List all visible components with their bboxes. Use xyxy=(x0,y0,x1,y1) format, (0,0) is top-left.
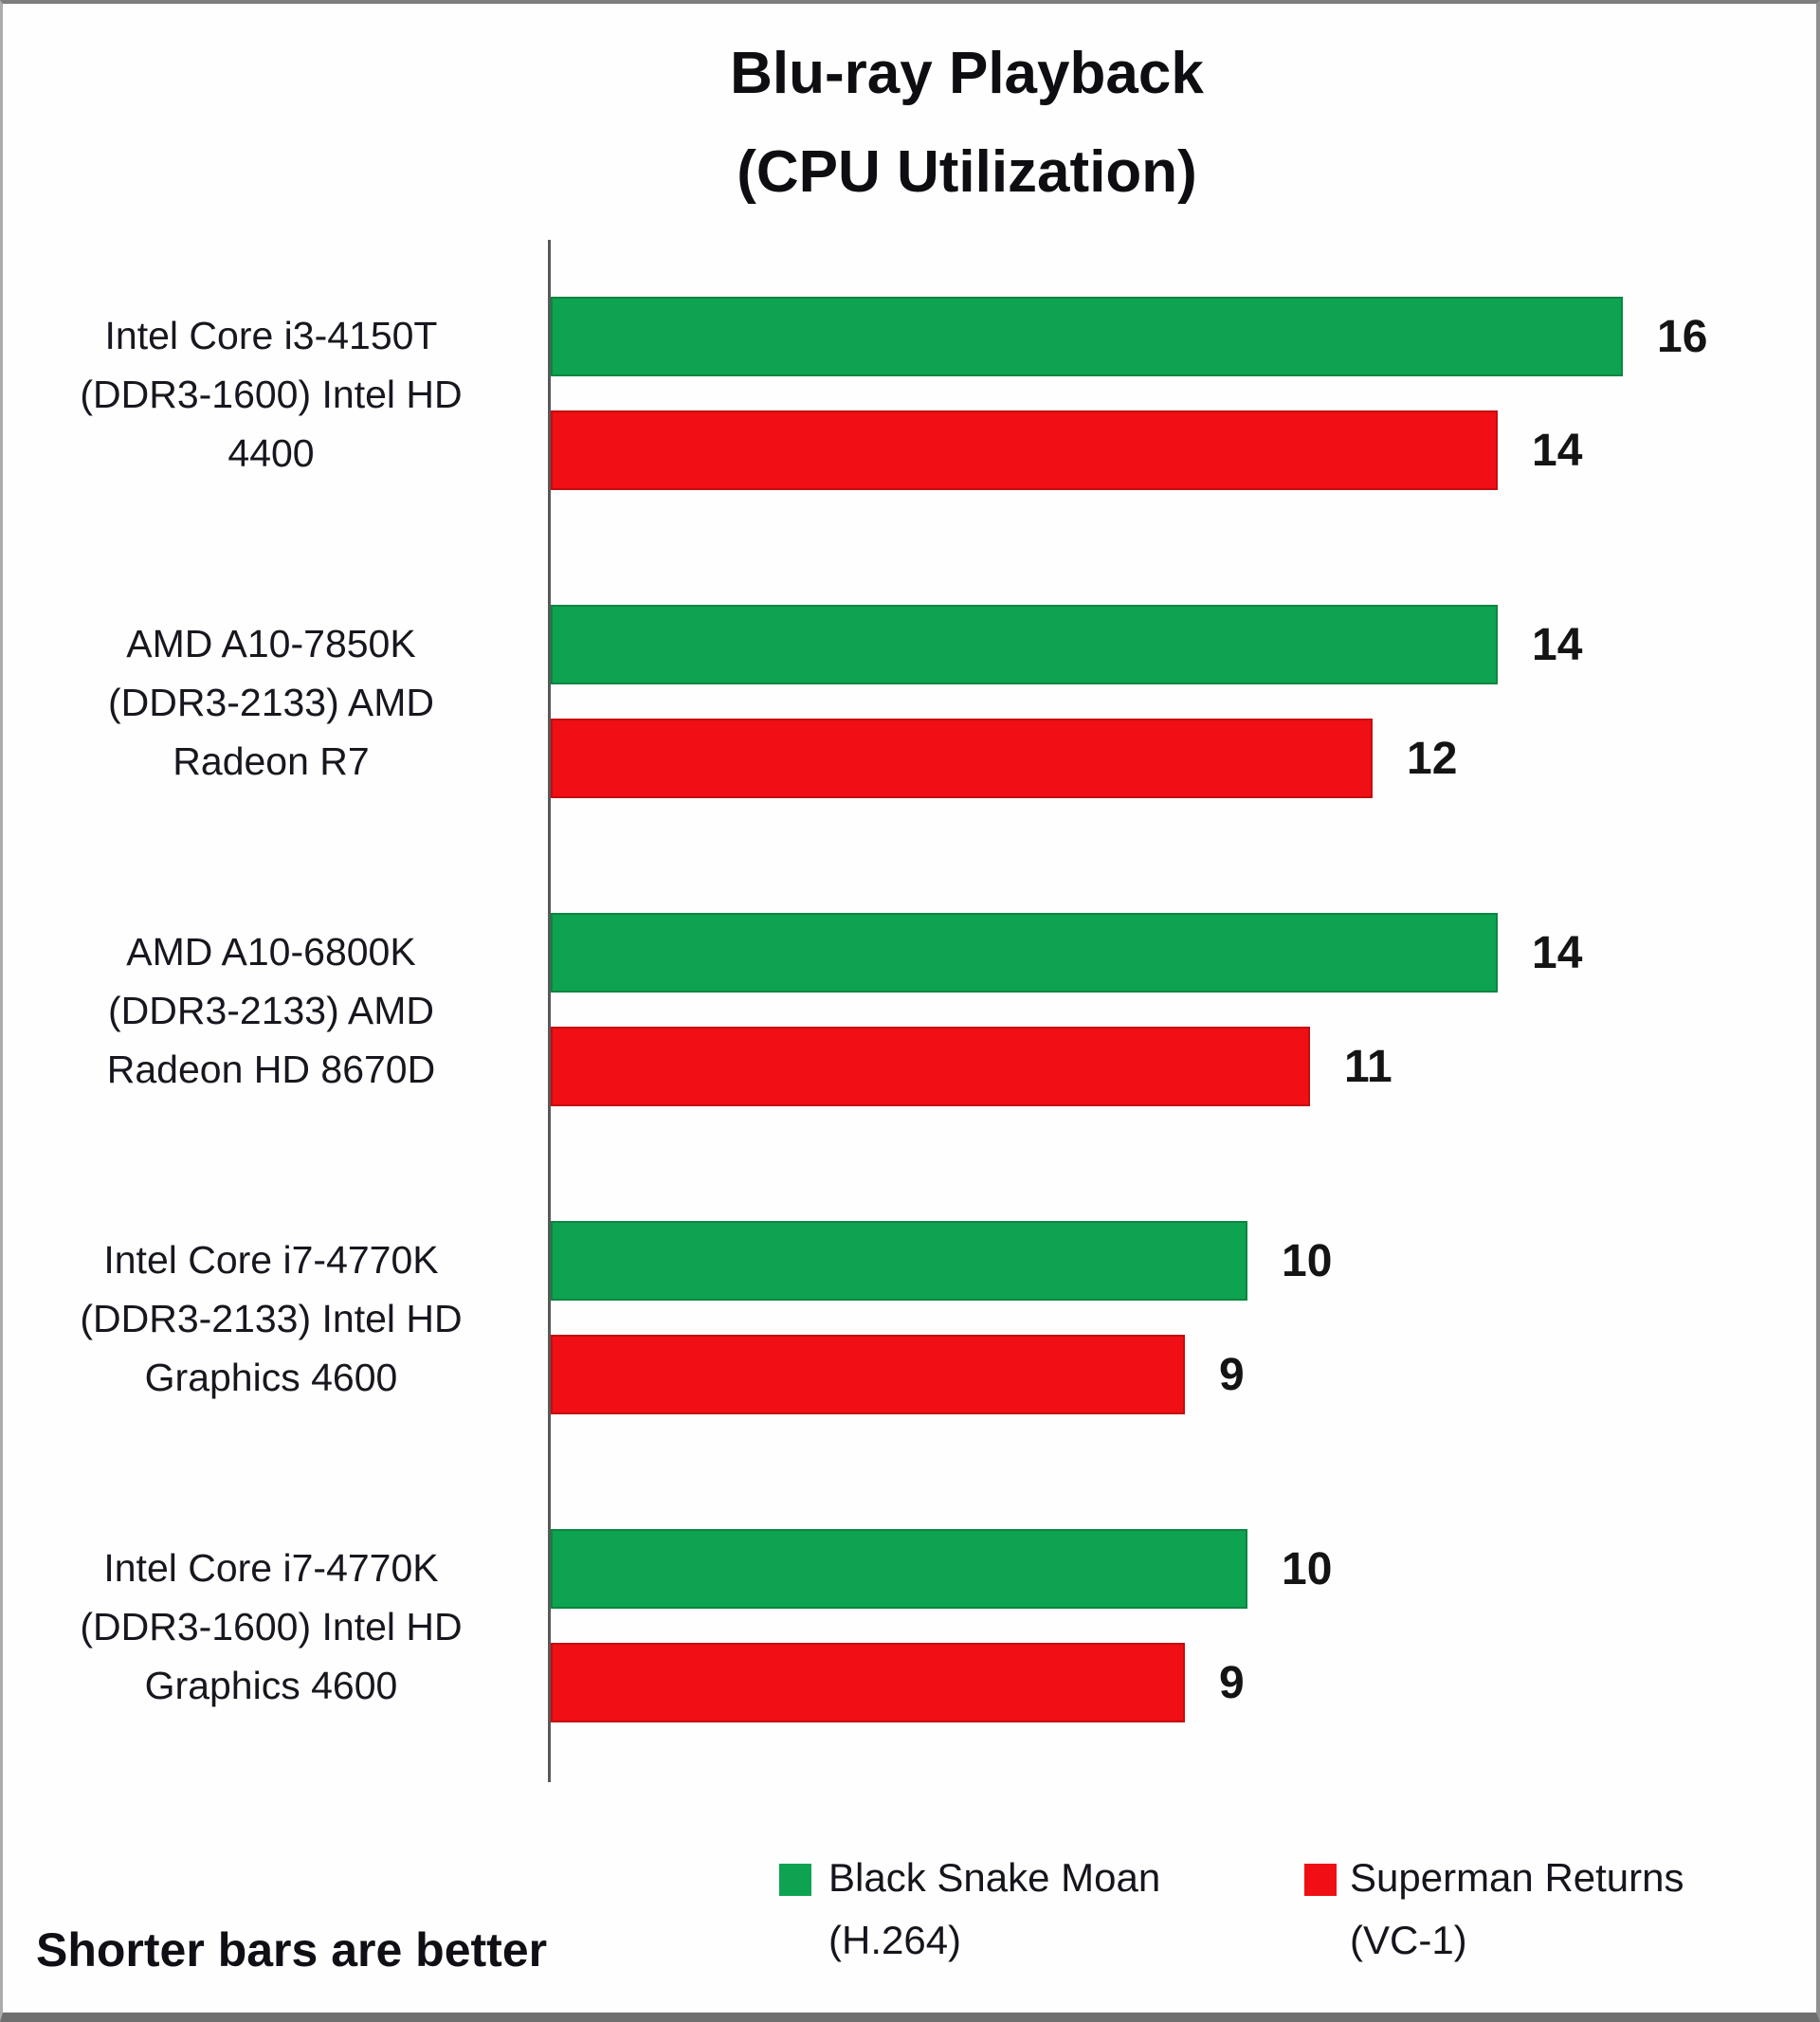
bar-group: AMD A10-7850K (DDR3-2133) AMD Radeon R7 14 1… xyxy=(0,548,1820,856)
bar-value-label: 10 xyxy=(1282,1235,1333,1286)
bar-group: Intel Core i7-4770K (DDR3-2133) Intel HD G… xyxy=(0,1164,1820,1472)
footer-note: Shorter bars are better xyxy=(36,1923,548,1976)
bar-black-snake-moan-h-264 xyxy=(551,297,1623,376)
category-label: Intel Core i7-4770K (DDR3-1600) Intel HD G… xyxy=(11,1472,531,1780)
chart-title-line1: Blu-ray Playback xyxy=(730,41,1204,106)
category-label-line: Radeon HD 8670D xyxy=(106,1047,436,1091)
chart-title-line2: (CPU Utilization) xyxy=(737,139,1197,205)
legend-label-line: (H.264) xyxy=(828,1918,962,1962)
category-label-line: Graphics 4600 xyxy=(144,1355,398,1399)
bar-superman-returns-vc-1 xyxy=(551,719,1373,798)
category-label-line: Intel Core i7-4770K xyxy=(103,1237,439,1282)
bar-value-label: 9 xyxy=(1219,1349,1245,1400)
category-label-line: (DDR3-2133) Intel HD xyxy=(80,1296,463,1340)
legend-swatch-black-snake-moan xyxy=(779,1864,811,1896)
bar-value-label: 14 xyxy=(1532,619,1583,670)
bar-value-label: 10 xyxy=(1282,1543,1333,1594)
category-label-line: (DDR3-1600) Intel HD xyxy=(80,1604,463,1649)
bar-black-snake-moan-h-264 xyxy=(551,913,1498,993)
bar-black-snake-moan-h-264 xyxy=(551,1529,1247,1609)
category-label: Intel Core i3-4150T (DDR3-1600) Intel HD 4… xyxy=(11,240,531,548)
legend-label-line: (VC-1) xyxy=(1350,1918,1467,1962)
bar-group: Intel Core i7-4770K (DDR3-1600) Intel HD G… xyxy=(0,1472,1820,1780)
bar-value-label: 14 xyxy=(1532,425,1583,476)
category-label: AMD A10-6800K (DDR3-2133) AMD Radeon HD 86… xyxy=(11,856,531,1164)
bar-black-snake-moan-h-264 xyxy=(551,1221,1247,1301)
category-label-line: Intel Core i7-4770K xyxy=(103,1545,439,1590)
category-label-line: Intel Core i3-4150T xyxy=(104,313,438,357)
bar-value-label: 11 xyxy=(1344,1041,1392,1092)
category-label-line: (DDR3-2133) AMD xyxy=(107,988,435,1032)
legend-label-superman-returns: Superman Returns (VC-1) xyxy=(1350,1847,1684,1972)
bar-group: AMD A10-6800K (DDR3-2133) AMD Radeon HD 86… xyxy=(0,856,1820,1164)
y-axis-line xyxy=(548,240,551,1782)
bar-chart: Intel Core i3-4150T (DDR3-1600) Intel HD 4… xyxy=(0,240,1820,1794)
bar-superman-returns-vc-1 xyxy=(551,1643,1185,1722)
bar-superman-returns-vc-1 xyxy=(551,410,1498,490)
category-label: Intel Core i7-4770K (DDR3-2133) Intel HD G… xyxy=(11,1164,531,1472)
legend-label-line: Black Snake Moan xyxy=(828,1855,1161,1900)
legend-label-black-snake-moan: Black Snake Moan (H.264) xyxy=(828,1847,1160,1972)
category-label-line: Graphics 4600 xyxy=(144,1663,398,1707)
chart-title: Blu-ray Playback (CPU Utilization) xyxy=(57,25,1820,222)
category-label-line: AMD A10-6800K xyxy=(126,929,416,974)
category-label-line: (DDR3-1600) Intel HD xyxy=(80,372,463,416)
bar-superman-returns-vc-1 xyxy=(551,1027,1310,1106)
category-label-line: AMD A10-7850K xyxy=(126,621,416,665)
category-label-line: 4400 xyxy=(228,430,315,475)
category-label-line: (DDR3-2133) AMD xyxy=(107,680,435,724)
legend-swatch-superman-returns xyxy=(1304,1864,1337,1896)
bar-superman-returns-vc-1 xyxy=(551,1335,1185,1414)
legend-label-line: Superman Returns xyxy=(1350,1855,1684,1900)
bar-value-label: 9 xyxy=(1219,1657,1245,1708)
bar-black-snake-moan-h-264 xyxy=(551,605,1498,684)
bar-value-label: 12 xyxy=(1407,733,1458,784)
bar-value-label: 14 xyxy=(1532,927,1583,978)
bar-value-label: 16 xyxy=(1657,311,1708,362)
category-label-line: Radeon R7 xyxy=(173,738,370,783)
bar-group: Intel Core i3-4150T (DDR3-1600) Intel HD 4… xyxy=(0,240,1820,548)
category-label: AMD A10-7850K (DDR3-2133) AMD Radeon R7 xyxy=(11,548,531,856)
